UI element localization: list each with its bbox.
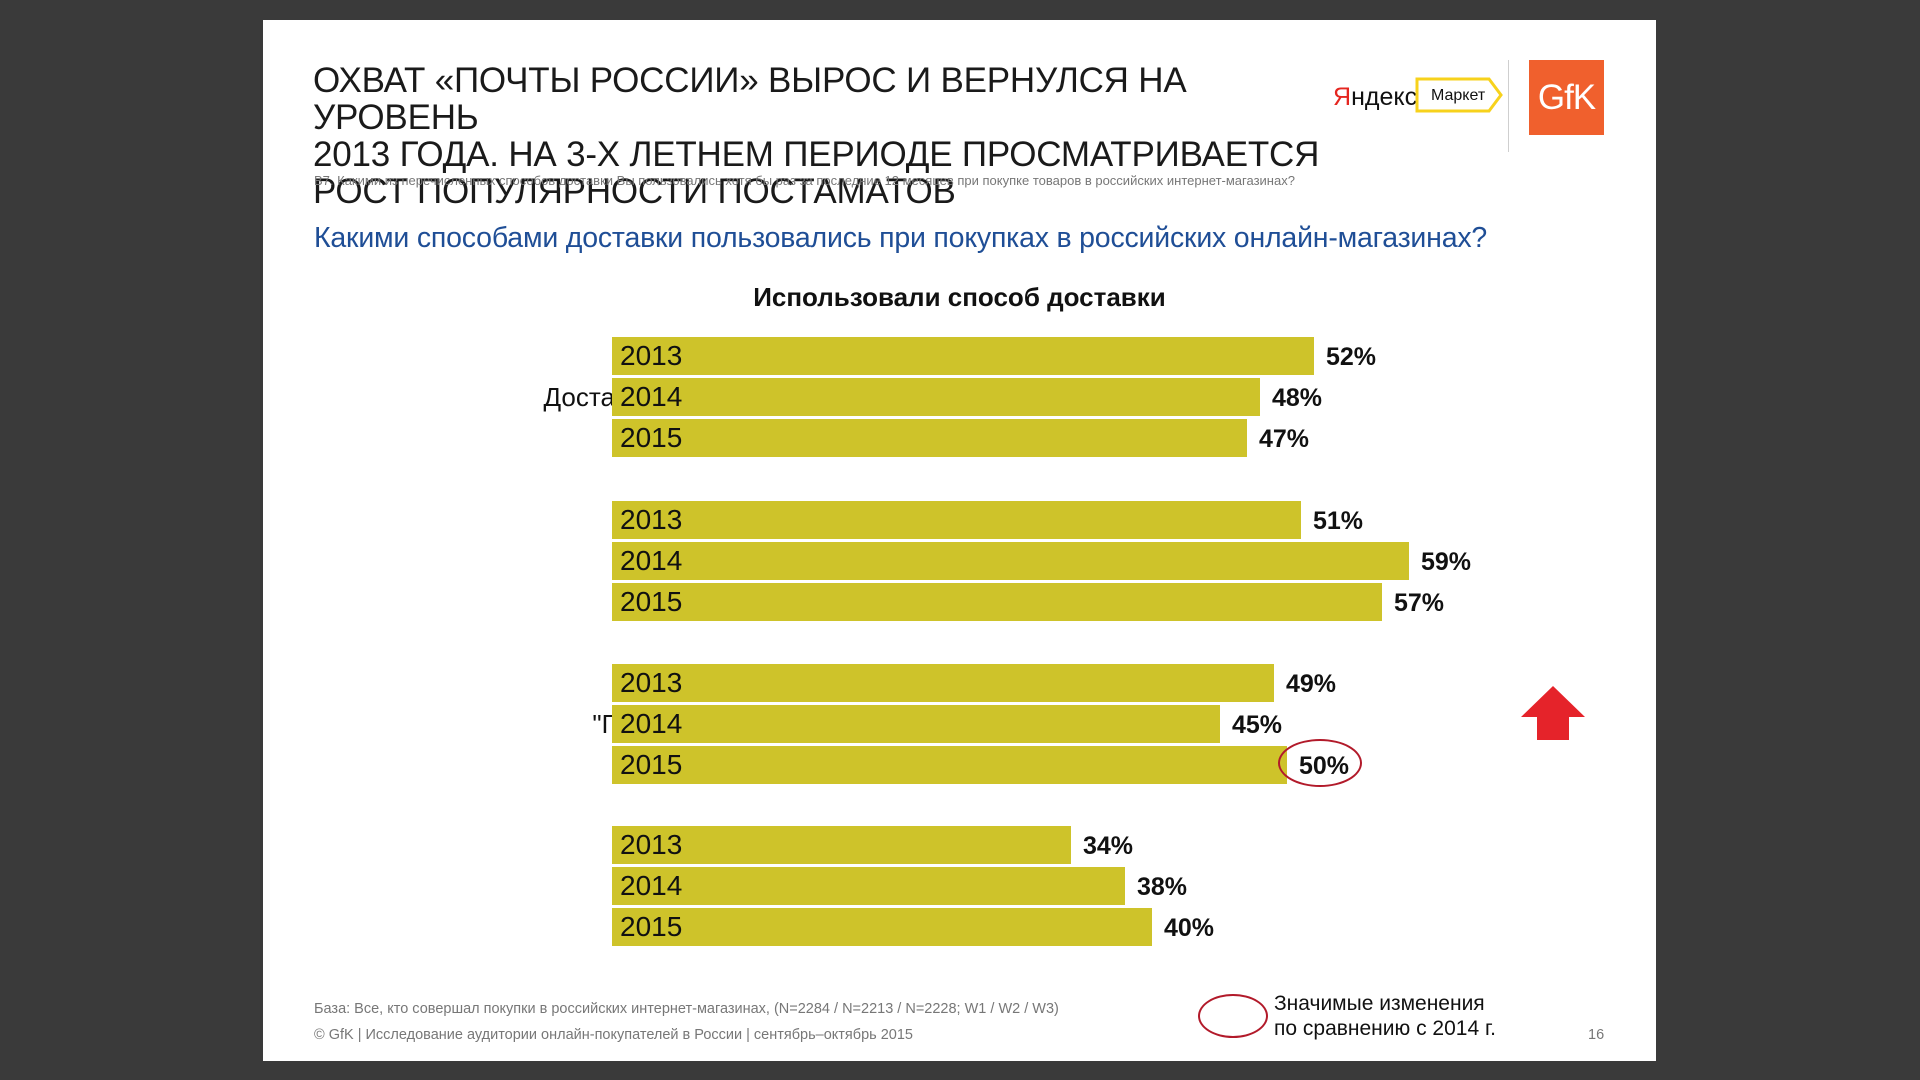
bar [612, 419, 1247, 457]
bar [612, 337, 1314, 375]
copyright-note: © GfK | Исследование аудитории онлайн-по… [314, 1027, 913, 1043]
bar [612, 746, 1287, 784]
bar-year-label: 2014 [620, 708, 683, 739]
bar [612, 542, 1409, 580]
logo-divider [1508, 60, 1509, 152]
bar-value-label: 47% [1259, 425, 1310, 453]
bar [612, 378, 1260, 416]
bar-value-label: 51% [1313, 507, 1364, 535]
bar-year-label: 2014 [620, 870, 683, 901]
bar [612, 583, 1382, 621]
bar-value-label: 52% [1326, 343, 1377, 371]
bar-value-label: 48% [1272, 384, 1323, 412]
market-tag-icon [1415, 77, 1503, 113]
base-note: База: Все, кто совершал покупки в россий… [314, 1001, 1059, 1017]
bar [612, 705, 1220, 743]
bar-value-label: 38% [1137, 873, 1188, 901]
bar-year-label: 2014 [620, 545, 683, 576]
bar [612, 826, 1071, 864]
bar-value-label: 40% [1164, 914, 1215, 942]
legend-ellipse [1198, 994, 1268, 1038]
gfk-logo: GfK [1529, 60, 1604, 135]
bar-year-label: 2015 [620, 422, 683, 453]
bar-year-label: 2013 [620, 829, 683, 860]
bar-value-label: 45% [1232, 711, 1283, 739]
market-label: Маркет [1431, 87, 1486, 104]
bar-year-label: 2013 [620, 340, 683, 371]
yandex-wordmark: Яндекс [1333, 83, 1418, 111]
bar-year-label: 2014 [620, 381, 683, 412]
bar [612, 908, 1152, 946]
chart-question: Какими способами доставки пользовались п… [314, 222, 1488, 254]
slide-title: ОХВАТ «ПОЧТЫ РОССИИ» ВЫРОС И ВЕРНУЛСЯ НА… [313, 61, 1320, 211]
bar-value-label: 59% [1421, 548, 1472, 576]
page-number: 16 [1588, 1027, 1605, 1043]
chart-title: Использовали способ доставки [753, 282, 1166, 312]
bar-value-label: 57% [1394, 589, 1445, 617]
bar-year-label: 2013 [620, 667, 683, 698]
slide: ОХВАТ «ПОЧТЫ РОССИИ» ВЫРОС И ВЕРНУЛСЯ НА… [263, 20, 1656, 1061]
bar-year-label: 2015 [620, 749, 683, 780]
bar-value-label: 49% [1286, 670, 1337, 698]
bar [612, 664, 1274, 702]
question-note: B7. Какими из перечисленных способов дос… [314, 173, 1295, 188]
legend-text: Значимые изменения по сравнению с 2014 г… [1274, 992, 1496, 1040]
bar-year-label: 2013 [620, 504, 683, 535]
bar [612, 867, 1125, 905]
significance-ellipse [1278, 739, 1362, 787]
bar-year-label: 2015 [620, 911, 683, 942]
bar-value-label: 34% [1083, 832, 1134, 860]
bar [612, 501, 1301, 539]
up-arrow-icon [1521, 686, 1585, 740]
bar-year-label: 2015 [620, 586, 683, 617]
